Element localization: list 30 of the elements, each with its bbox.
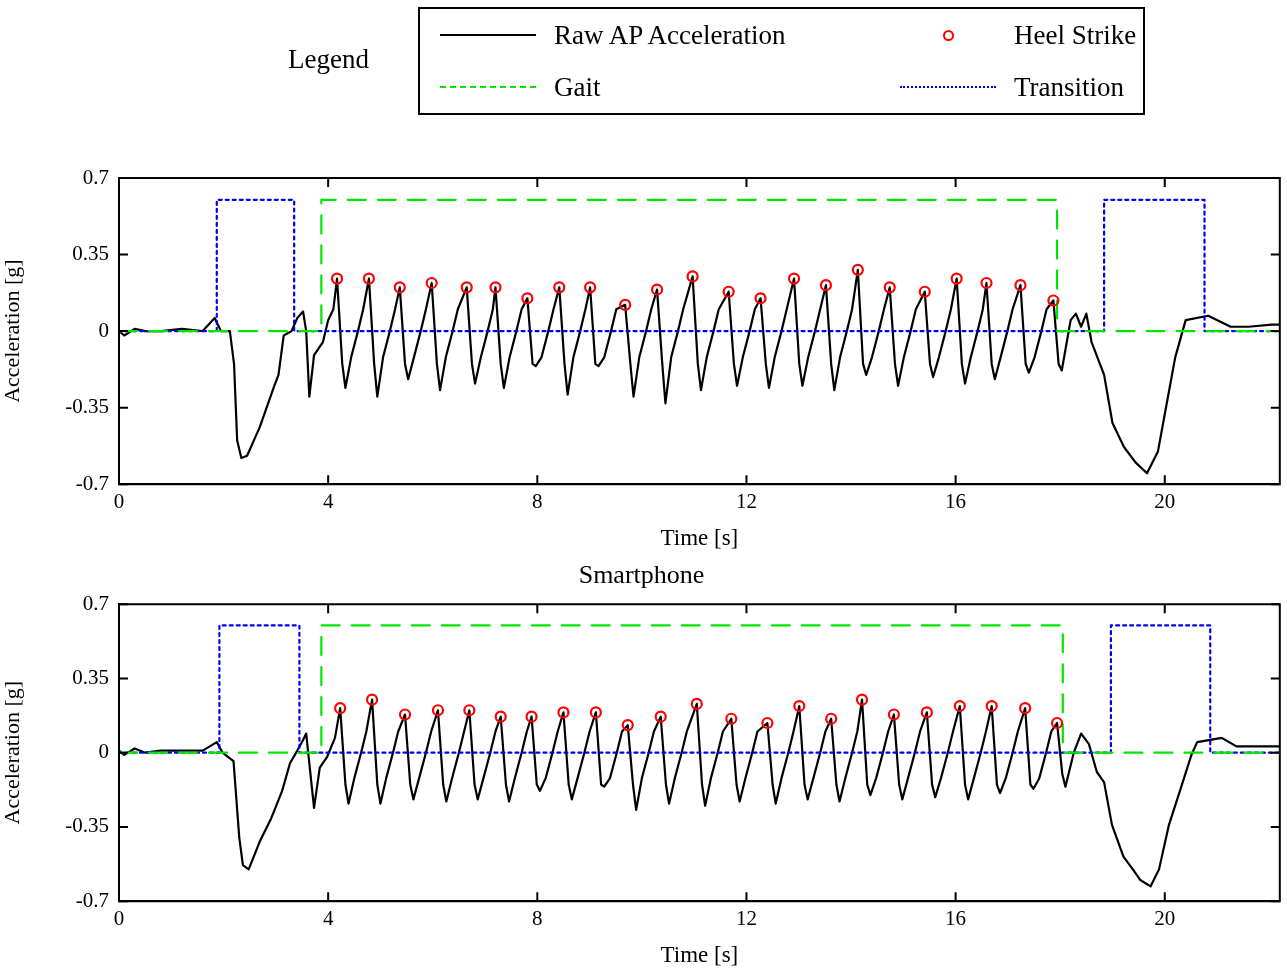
legend-label: Transition [1014,71,1125,103]
y-tick-label: -0.35 [65,813,109,838]
y-tick-label: -0.35 [65,394,109,419]
x-tick-label: 20 [1154,906,1176,931]
y-tick-label: 0.7 [82,590,109,615]
x-tick-label: 12 [735,906,757,931]
x-tick-label: 16 [945,489,967,514]
x-tick-label: 8 [532,489,543,514]
y-tick-label: 0.7 [82,164,109,189]
y-tick-label: 0.35 [72,241,109,266]
x-tick-label: 4 [322,489,334,514]
x-axis-title: Time [s] [660,942,739,968]
y-axis-title: Acceleration [g] [0,259,24,403]
legend-label: Heel Strike [1014,19,1137,51]
chart-title: Smartphone [578,560,705,590]
y-tick-label: -0.7 [75,887,109,912]
x-tick-label: 4 [322,906,334,931]
y-tick-label: 0 [98,317,109,342]
y-tick-label: 0.35 [72,664,109,689]
x-tick-label: 16 [945,906,967,931]
y-tick-label: 0 [98,739,109,764]
x-tick-label: 8 [532,906,543,931]
y-axis-title: Acceleration [g] [0,680,24,825]
legend-title: Legend [288,44,369,75]
legend-label: Raw AP Acceleration [554,19,786,51]
x-axis-title: Time [s] [660,525,739,551]
x-tick-label: 12 [735,489,757,514]
legend-label: Gait [554,71,601,103]
x-tick-label: 20 [1154,489,1176,514]
y-tick-label: -0.7 [75,470,109,495]
